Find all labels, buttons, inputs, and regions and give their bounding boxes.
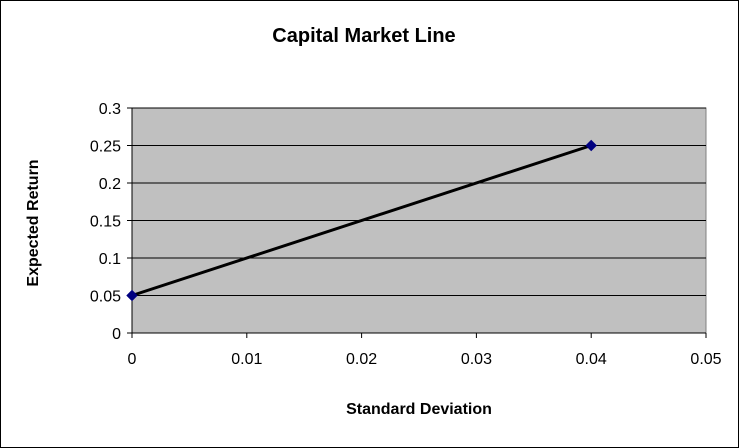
y-axis-label: Expected Return xyxy=(25,159,42,286)
y-tick-label: 0 xyxy=(112,326,121,343)
y-tick-label: 0.05 xyxy=(90,289,121,306)
x-axis-label: Standard Deviation xyxy=(346,401,492,418)
y-tick-label: 0.15 xyxy=(90,214,121,231)
y-tick-label: 0.3 xyxy=(99,101,121,118)
data-point-marker xyxy=(126,289,138,302)
x-tick-label: 0.03 xyxy=(461,351,492,368)
x-tick-label: 0.01 xyxy=(231,351,262,368)
y-tick-label: 0.1 xyxy=(99,251,121,268)
x-tick-label: 0.05 xyxy=(690,351,721,368)
x-tick-label: 0.02 xyxy=(346,351,377,368)
gridlines xyxy=(132,107,706,296)
y-tick-label: 0.25 xyxy=(90,139,121,156)
y-tick-label: 0.2 xyxy=(99,176,121,193)
chart-title: Capital Market Line xyxy=(272,25,455,47)
data-point-marker xyxy=(585,139,597,152)
y-tick-labels: 0 0.05 0.1 0.15 0.2 0.25 0.3 xyxy=(90,101,121,343)
x-tick-labels: 0 0.01 0.02 0.03 0.04 0.05 xyxy=(128,351,722,368)
series xyxy=(126,139,597,302)
series-line xyxy=(131,144,592,297)
x-tick-label: 0 xyxy=(128,351,137,368)
x-tick-label: 0.04 xyxy=(576,351,607,368)
